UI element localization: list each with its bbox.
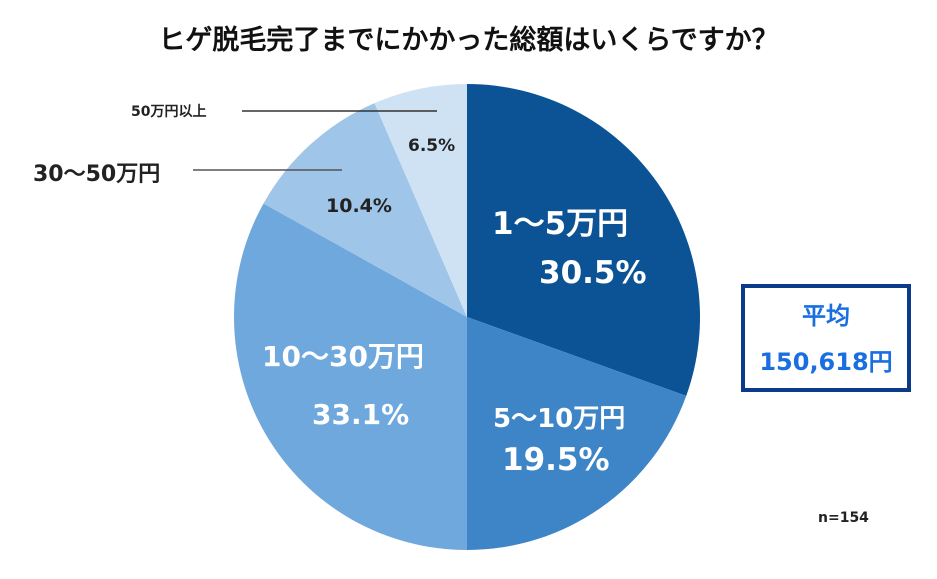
slice-label-50plus: 50万円以上	[131, 104, 207, 120]
slice-pct-30-50: 10.4%	[326, 195, 392, 217]
average-box: 平均 150,618円	[741, 284, 911, 392]
slice-label-10-30: 10〜30万円	[262, 340, 424, 373]
slice-pct-1-5: 30.5%	[539, 255, 647, 291]
slice-label-30-50: 30〜50万円	[33, 162, 161, 187]
pie-slice	[374, 84, 467, 317]
chart-title: ヒゲ脱毛完了までにかかった総額はいくらですか？	[158, 25, 779, 56]
slice-pct-5-10: 19.5%	[502, 442, 610, 478]
pie-slice	[467, 84, 700, 396]
sample-size: n=154	[818, 510, 869, 526]
slice-label-5-10: 5〜10万円	[493, 404, 626, 434]
slice-label-1-5: 1〜5万円	[492, 206, 629, 242]
slice-pct-10-30: 33.1%	[312, 398, 410, 431]
pie-slice	[234, 203, 467, 551]
slice-pct-50plus: 6.5%	[408, 136, 456, 156]
pie-slice	[263, 103, 467, 317]
pie-slice	[467, 317, 687, 550]
average-value: 150,618円	[759, 348, 893, 376]
average-label: 平均	[802, 302, 850, 330]
